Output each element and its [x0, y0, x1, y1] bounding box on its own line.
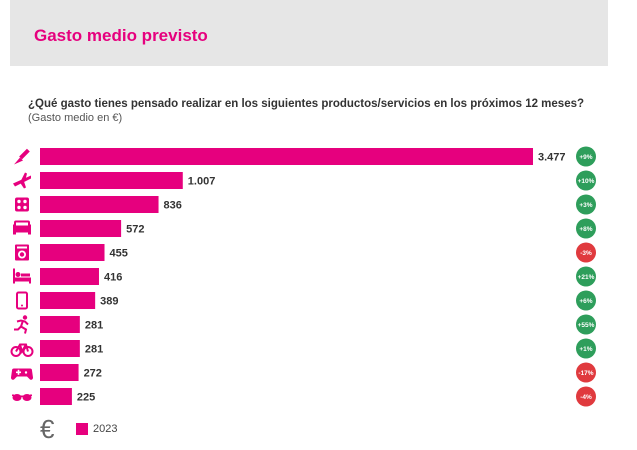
bar [40, 148, 533, 165]
change-badge [576, 314, 596, 335]
bar-value-label: 281 [85, 320, 103, 332]
bicycle-icon [10, 343, 34, 357]
change-badge-label: +21% [578, 274, 595, 281]
change-badge [576, 290, 596, 311]
bar [40, 268, 99, 285]
bar [40, 220, 122, 237]
change-badge-label: -3% [580, 250, 592, 257]
change-badge-label: +3% [579, 202, 592, 209]
change-badge-label: +10% [578, 178, 595, 185]
bar-value-label: 3.477 [538, 152, 566, 164]
legend-label: 2023 [93, 423, 118, 435]
change-badge [576, 170, 596, 191]
chart-subtitle: (Gasto medio en €) [28, 112, 123, 124]
bar-value-label: 281 [85, 344, 103, 356]
change-badge-label: -17% [578, 370, 593, 377]
change-badge [576, 242, 596, 263]
chart-legend: € 2023 [40, 416, 117, 442]
gamepad-icon [10, 368, 34, 380]
change-badge [576, 194, 596, 215]
change-badge [576, 338, 596, 359]
change-badge-label: +1% [579, 346, 592, 353]
bar-value-label: 416 [104, 272, 122, 284]
legend-swatch [76, 423, 88, 435]
header-banner: Gasto medio previsto [10, 0, 608, 66]
airplane-icon [13, 172, 31, 189]
bar-value-label: 836 [164, 200, 182, 212]
bar [40, 292, 96, 309]
bar-value-label: 1.007 [188, 176, 216, 188]
change-badge [576, 386, 596, 407]
bar [40, 340, 80, 357]
bar-value-label: 225 [77, 392, 95, 404]
bed-icon [13, 268, 31, 284]
chart-question: ¿Qué gasto tienes pensado realizar en lo… [28, 98, 585, 110]
bar-chart: 3.477 +9% 1.007 +10% 836 +3% 572 +8% 455 -3% 416 +2… [10, 146, 596, 407]
change-badge [576, 266, 596, 287]
bar-value-label: 572 [126, 224, 144, 236]
change-badge-label: +55% [578, 322, 595, 329]
bar [40, 316, 80, 333]
change-badge [576, 218, 596, 239]
smartphone-icon [16, 291, 28, 310]
bar [40, 388, 72, 405]
change-badge-label: +8% [579, 226, 592, 233]
page-title: Gasto medio previsto [34, 26, 208, 45]
change-badge [576, 146, 596, 167]
bar [40, 364, 79, 381]
change-badge [576, 362, 596, 383]
running-person-icon [14, 315, 29, 334]
bar-value-label: 455 [110, 248, 128, 260]
sofa-icon [13, 220, 31, 235]
bar [40, 196, 159, 213]
change-badge-label: +6% [579, 298, 592, 305]
washing-machine-icon [15, 244, 29, 261]
cooktop-icon [15, 197, 29, 212]
paintbrush-icon [14, 148, 30, 165]
sunglasses-icon [12, 394, 32, 401]
change-badge-label: +9% [579, 154, 592, 161]
euro-icon: € [40, 414, 55, 444]
bar [40, 172, 183, 189]
change-badge-label: -4% [580, 394, 592, 401]
bar-value-label: 272 [84, 368, 102, 380]
bar-value-label: 389 [100, 296, 118, 308]
bar [40, 244, 105, 261]
